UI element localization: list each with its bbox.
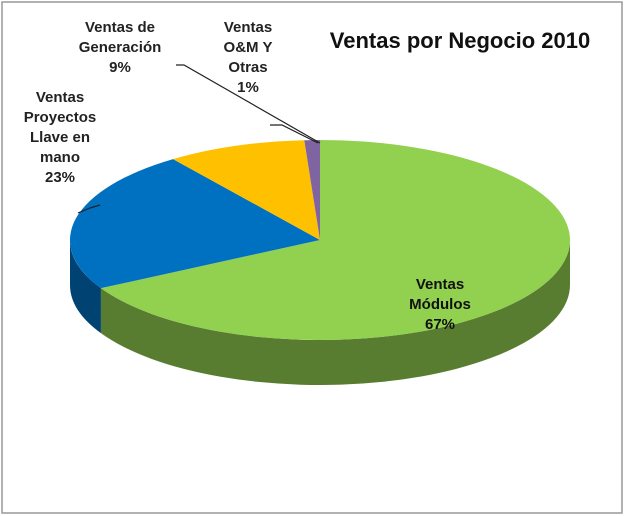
slice-side — [100, 240, 571, 385]
slice — [173, 140, 320, 240]
leader-line — [77, 204, 101, 214]
slice — [304, 140, 320, 240]
percent-label: 9% — [109, 59, 131, 76]
data-label: Ventas de Generación 9% — [60, 18, 180, 78]
category-label: Ventas O&M Y Otras — [223, 19, 273, 76]
leader-line — [176, 64, 321, 144]
percent-label: 1% — [237, 79, 259, 96]
slice — [100, 140, 570, 340]
data-label: Ventas Módulos 67% — [385, 275, 495, 335]
leader-line — [270, 124, 319, 144]
percent-label: 23% — [44, 169, 76, 186]
category-label: Ventas Módulos — [409, 276, 471, 313]
data-label: Ventas Proyectos Llave en mano 23% — [10, 88, 110, 188]
leader-lines — [77, 64, 321, 214]
percent-label: 67% — [424, 316, 456, 333]
category-label: Ventas Proyectos Llave en mano — [23, 89, 97, 166]
category-label: Ventas de Generación — [78, 19, 162, 56]
slice-side — [70, 240, 101, 334]
data-label: Ventas O&M Y Otras 1% — [208, 18, 288, 98]
chart-title: Ventas por Negocio 2010 — [329, 28, 591, 53]
slice — [70, 159, 321, 289]
